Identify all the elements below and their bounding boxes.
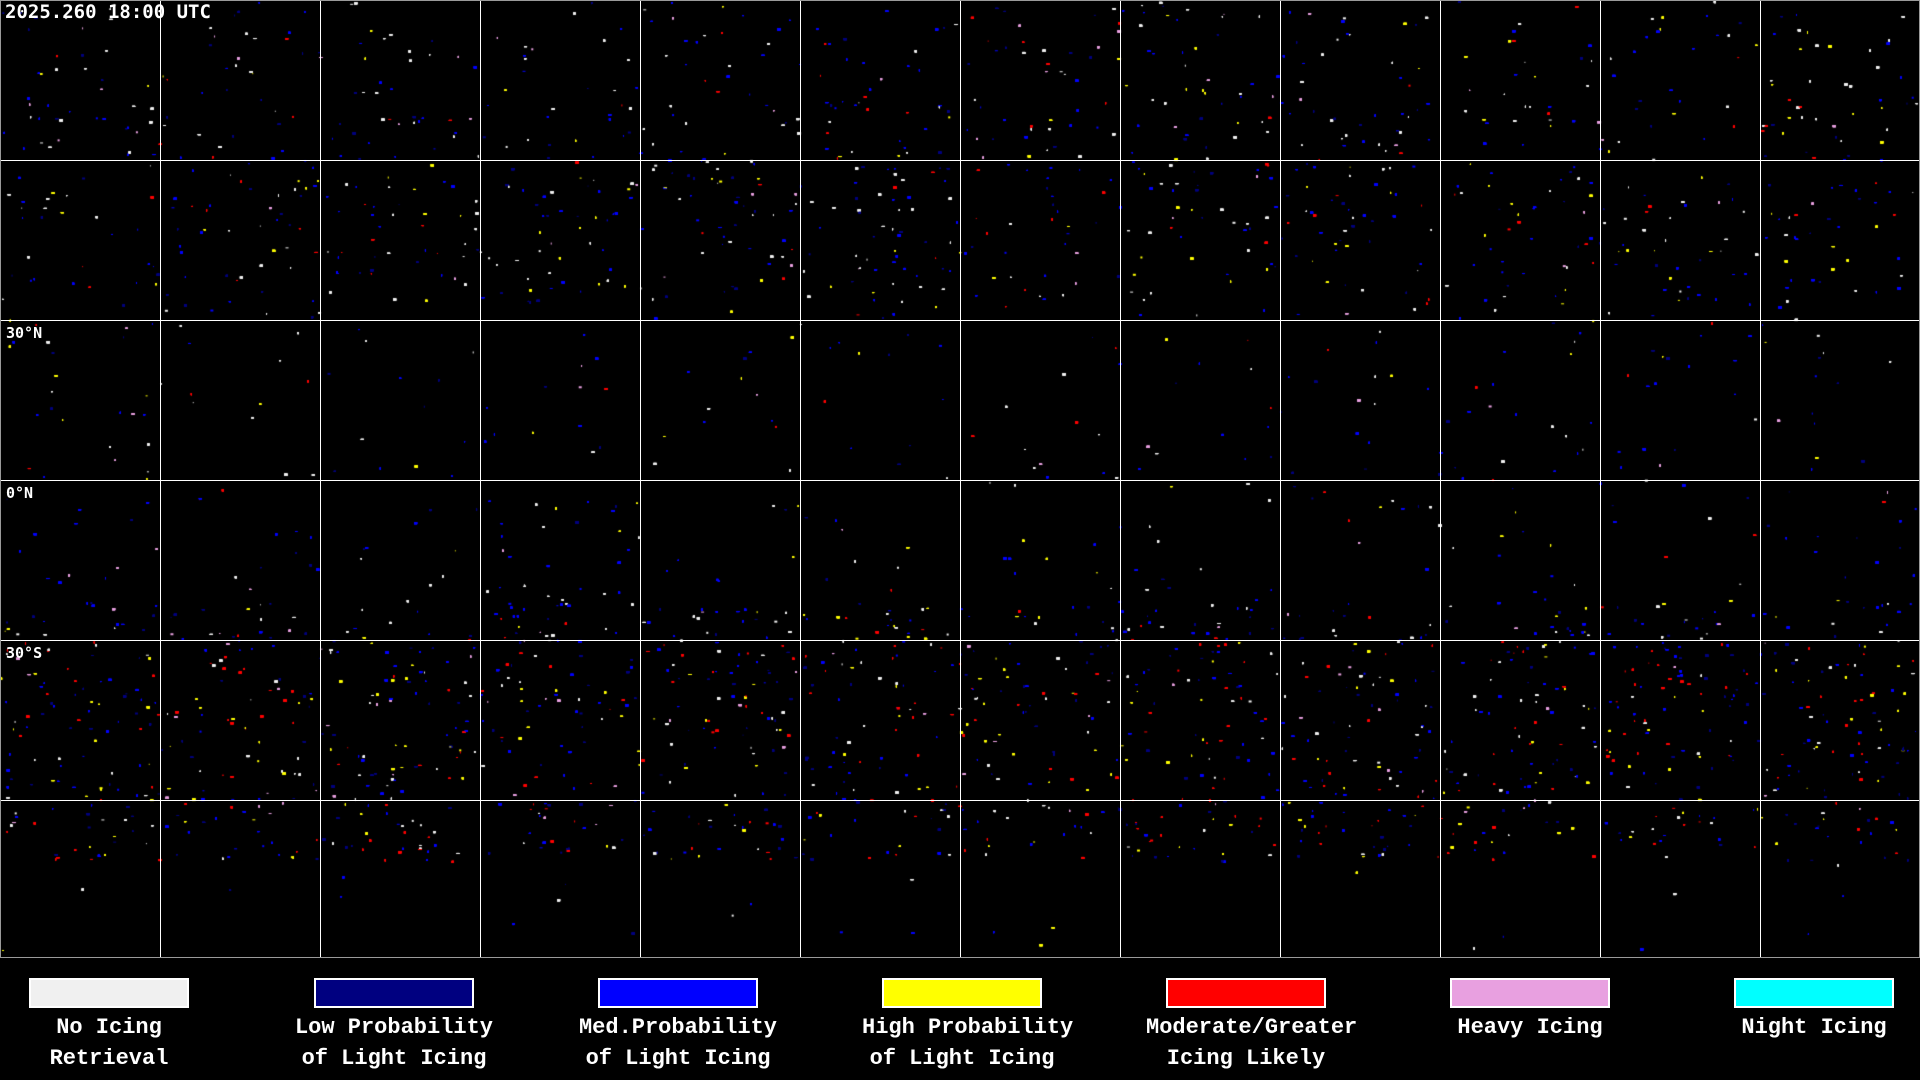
legend-swatch xyxy=(598,978,758,1008)
lat-label-30n: 30°N xyxy=(6,324,43,342)
legend-swatch xyxy=(1734,978,1894,1008)
latitude-gridline xyxy=(1,800,1919,801)
icing-map: 2025.260 18:00 UTC 30°N 0°N 30°S xyxy=(0,0,1920,958)
legend-swatch xyxy=(1166,978,1326,1008)
legend-swatch xyxy=(882,978,1042,1008)
latitude-gridline xyxy=(1,160,1919,161)
legend-item-no-icing: No Icing Retrieval xyxy=(9,978,209,1074)
legend-label: High Probability of Light Icing xyxy=(862,1015,1074,1071)
legend-label: Moderate/Greater Icing Likely xyxy=(1146,1015,1358,1071)
longitude-gridline xyxy=(800,1,801,957)
legend-label: Heavy Icing xyxy=(1457,1015,1603,1040)
longitude-gridline xyxy=(480,1,481,957)
timestamp: 2025.260 18:00 UTC xyxy=(5,1,211,23)
lat-label-30s: 30°S xyxy=(6,644,43,662)
longitude-gridline xyxy=(960,1,961,957)
legend-label: Night Icing xyxy=(1741,1015,1887,1040)
longitude-gridline xyxy=(160,1,161,957)
longitude-gridline xyxy=(1760,1,1761,957)
longitude-gridline xyxy=(1280,1,1281,957)
legend-item-heavy-icing: Heavy Icing xyxy=(1430,978,1630,1043)
legend-label: No Icing Retrieval xyxy=(49,1015,169,1071)
longitude-gridline xyxy=(320,1,321,957)
longitude-gridline xyxy=(1440,1,1441,957)
legend-label: Low Probability of Light Icing xyxy=(294,1015,494,1071)
longitude-gridline xyxy=(640,1,641,957)
latitude-gridline xyxy=(1,480,1919,481)
longitude-gridline xyxy=(1120,1,1121,957)
latitude-gridline xyxy=(1,640,1919,641)
legend-swatch xyxy=(314,978,474,1008)
legend-swatch xyxy=(1450,978,1610,1008)
legend-item-med-probability: Med.Probability of Light Icing xyxy=(578,978,778,1074)
legend-label: Med.Probability of Light Icing xyxy=(578,1015,778,1071)
legend-item-night-icing: Night Icing xyxy=(1714,978,1914,1043)
lat-label-0: 0°N xyxy=(6,484,34,502)
legend-item-high-probability: High Probability of Light Icing xyxy=(862,978,1074,1074)
latitude-gridline xyxy=(1,320,1919,321)
longitude-gridline xyxy=(1600,1,1601,957)
legend-item-moderate-greater: Moderate/Greater Icing Likely xyxy=(1146,978,1358,1074)
legend-item-low-probability: Low Probability of Light Icing xyxy=(294,978,494,1074)
legend-swatch xyxy=(29,978,189,1008)
